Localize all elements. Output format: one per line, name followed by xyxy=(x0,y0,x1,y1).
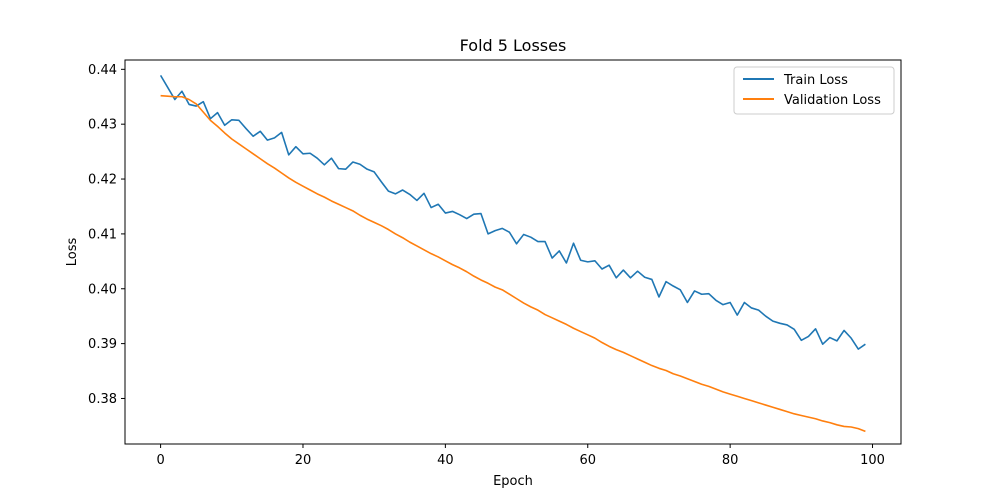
y-tick-label: 0.44 xyxy=(88,63,117,78)
y-tick-label: 0.43 xyxy=(88,118,117,133)
x-tick-label: 0 xyxy=(156,453,164,468)
legend-label-train-loss: Train Loss xyxy=(783,73,848,88)
plot-series-group xyxy=(159,74,866,433)
x-axis-title: Epoch xyxy=(493,474,533,489)
series-line-train-loss xyxy=(159,74,866,350)
y-axis-title: Loss xyxy=(65,238,80,267)
x-tick-label: 20 xyxy=(295,453,312,468)
y-tick-label: 0.41 xyxy=(88,227,117,242)
x-tick-label: 60 xyxy=(579,453,596,468)
legend-label-validation-loss: Validation Loss xyxy=(784,93,881,108)
y-tick-label: 0.39 xyxy=(88,337,117,352)
y-tick-label: 0.40 xyxy=(88,282,117,297)
series-line-validation-loss xyxy=(160,94,866,433)
legend: Train Loss Validation Loss xyxy=(733,66,895,115)
x-tick-label: 80 xyxy=(722,453,739,468)
x-tick-label: 100 xyxy=(860,453,885,468)
plot-area-frame xyxy=(124,59,902,445)
y-tick-label: 0.42 xyxy=(88,173,117,188)
y-axis-ticks: 0.38 0.39 0.40 0.41 0.42 0.43 0.44 xyxy=(88,63,125,407)
x-tick-label: 40 xyxy=(437,453,454,468)
y-tick-label: 0.38 xyxy=(88,392,117,407)
chart-title: Fold 5 Losses xyxy=(460,36,567,55)
x-axis-ticks: 0 20 40 60 80 100 xyxy=(156,444,885,468)
